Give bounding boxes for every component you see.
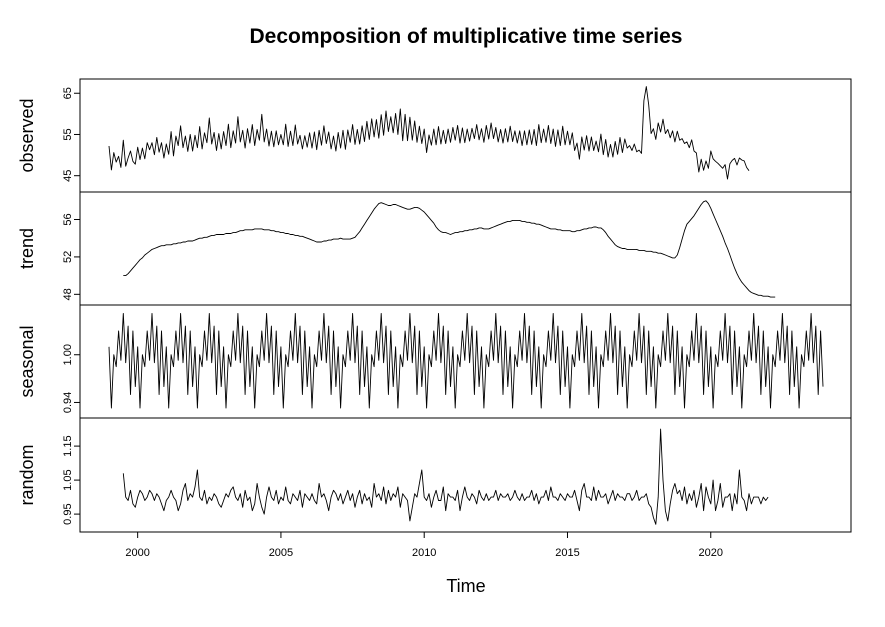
x-tick-label: 2020 <box>699 547 723 559</box>
chart-title: Decomposition of multiplicative time ser… <box>250 25 683 48</box>
x-tick-label: 2005 <box>269 547 293 559</box>
y-axis-label-observed: observed <box>17 98 37 172</box>
y-tick-label: 45 <box>62 170 74 182</box>
y-axis-label-random: random <box>17 444 37 505</box>
panel-frame <box>79 417 852 533</box>
y-tick-label: 0.94 <box>62 392 74 413</box>
x-axis: 2000 2005 2010 2015 2020 <box>125 531 723 559</box>
x-axis-label: Time <box>446 576 485 596</box>
y-axis-label-seasonal: seasonal <box>17 325 37 397</box>
y-tick-label: 65 <box>62 87 74 99</box>
y-tick-label: 1.00 <box>62 344 74 365</box>
y-tick-label: 55 <box>62 128 74 140</box>
x-tick-label: 2000 <box>125 547 149 559</box>
y-tick-label: 1.05 <box>62 469 74 490</box>
series-line-seasonal <box>108 312 824 409</box>
y-tick-label: 0.95 <box>62 503 74 524</box>
x-tick-label: 2015 <box>555 547 579 559</box>
panel-seasonal: 0.94 1.00 seasonal <box>17 304 852 419</box>
y-tick-label: 48 <box>62 288 74 300</box>
series-line-trend <box>123 200 776 298</box>
y-tick-label: 56 <box>62 213 74 225</box>
series-line-random <box>122 428 769 525</box>
panel-random: 0.95 1.05 1.15 random <box>17 417 852 533</box>
panel-frame <box>79 191 852 306</box>
panel-frame <box>79 78 852 193</box>
y-axis-label-trend: trend <box>17 228 37 269</box>
series-line-observed <box>108 86 750 180</box>
y-tick-label: 1.15 <box>62 435 74 456</box>
panels-group: 45 55 65 observed 48 52 56 trend 0.94 1.00 seasona… <box>17 78 852 533</box>
y-tick-label: 52 <box>62 251 74 263</box>
panel-observed: 45 55 65 observed <box>17 78 852 193</box>
panel-trend: 48 52 56 trend <box>17 191 852 306</box>
x-tick-label: 2010 <box>412 547 436 559</box>
